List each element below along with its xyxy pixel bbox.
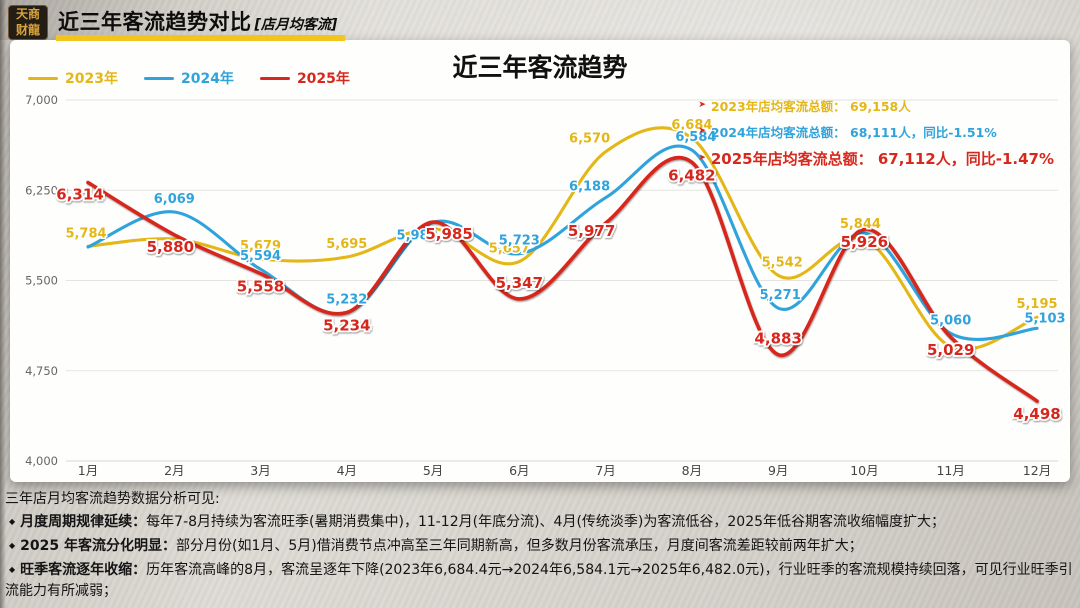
data-label-2023-7月: 6,570 bbox=[569, 132, 610, 147]
chart-legend: 2023年 2024年 2025年 bbox=[28, 68, 350, 88]
x-axis-month-label: 6月 bbox=[509, 463, 529, 478]
data-label-2025-10月: 5,926 bbox=[841, 233, 888, 251]
data-label-2024-4月: 5,232 bbox=[326, 293, 367, 308]
data-label-2024-5月: 5,983 bbox=[397, 228, 438, 243]
data-label-2025-5月: 5,985 bbox=[425, 225, 472, 243]
data-label-2025-1月: 6,314 bbox=[56, 186, 103, 204]
legend-item-2024: 2024年 bbox=[143, 68, 234, 88]
legend-label: 2023年 bbox=[65, 71, 118, 87]
chart-annotations: ➤ 2023年店均客流总额： 69,158人 ➤ 2024年店均客流总额： 68,11… bbox=[698, 96, 1054, 176]
page-title-text: 近三年客流趋势对比 bbox=[58, 10, 252, 34]
diamond-bullet-icon: ◆ bbox=[9, 517, 16, 526]
brand-logo: 天商 财龍 bbox=[8, 5, 48, 40]
data-label-2025-12月: 4,498 bbox=[1013, 405, 1060, 423]
x-axis-month-label: 9月 bbox=[768, 463, 788, 478]
data-label-2024-8月: 6,584 bbox=[675, 130, 716, 145]
legend-label: 2025年 bbox=[296, 71, 350, 87]
bullet-lead: 旺季客流逐年收缩： bbox=[20, 562, 147, 578]
diamond-bullet-icon: ◆ bbox=[9, 565, 16, 574]
data-label-2025-6月: 5,347 bbox=[496, 274, 543, 292]
legend-swatch-icon bbox=[143, 76, 174, 80]
y-axis-tick-label: 6,250 bbox=[25, 183, 58, 197]
data-label-2023-6月: 5,657 bbox=[489, 242, 530, 257]
x-axis-month-label: 3月 bbox=[250, 463, 270, 478]
annotation-text: 2025年店均客流总额： 67,112人，同比-1.47% bbox=[710, 150, 1054, 168]
data-label-2024-2月: 6,069 bbox=[154, 192, 195, 207]
series-line-2023 bbox=[86, 126, 1039, 351]
analysis-bullet-1: ◆ 月度周期规律延续：每年7-8月持续为客流旺季(暑期消费集中)，11-12月(年… bbox=[5, 512, 1074, 533]
bullet-lead: 月度周期规律延续： bbox=[20, 514, 147, 530]
header: 天商 财龍 近三年客流趋势对比 [店月均客流] bbox=[8, 4, 346, 41]
x-axis-month-label: 12月 bbox=[1023, 463, 1051, 478]
data-label-2025-3月: 5,558 bbox=[237, 278, 284, 296]
bullet-text: 部分月份(如1月、5月)借消费节点冲高至三年同期新高，但多数月份客流承压，月度间… bbox=[176, 538, 863, 554]
analysis-bullet-2: ◆ 2025 年客流分化明显：部分月份(如1月、5月)借消费节点冲高至三年同期新高… bbox=[5, 536, 1074, 557]
legend-label: 2024年 bbox=[180, 71, 234, 87]
diamond-bullet-icon: ◆ bbox=[9, 541, 16, 550]
chart-card: 近三年客流趋势 2023年 2024年 2025年 ➤ 2023年店均客流总额： 69… bbox=[10, 40, 1070, 482]
data-label-2025-11月: 5,029 bbox=[927, 341, 974, 359]
data-label-2024-9月: 5,271 bbox=[760, 288, 801, 303]
x-axis-month-label: 1月 bbox=[78, 463, 98, 478]
arrow-icon: ➤ bbox=[698, 153, 706, 163]
analysis-list: ◆ 月度周期规律延续：每年7-8月持续为客流旺季(暑期消费集中)，11-12月(年… bbox=[5, 512, 1074, 602]
y-axis-tick-label: 5,500 bbox=[25, 274, 58, 288]
annotation-total-3: ➤ 2025年店均客流总额： 67,112人，同比-1.47% bbox=[698, 148, 1054, 169]
series-line-2025 bbox=[86, 155, 1039, 403]
x-axis-month-label: 5月 bbox=[423, 463, 443, 478]
analysis-heading: 三年店月均客流趋势数据分析可见: bbox=[5, 491, 220, 507]
arrow-icon: ➤ bbox=[698, 100, 706, 110]
annotation-total-1: ➤ 2023年店均客流总额： 69,158人 bbox=[698, 96, 910, 115]
series-line-2024 bbox=[86, 144, 1039, 342]
annotation-text: 2023年店均客流总额： 69,158人 bbox=[710, 99, 911, 114]
data-label-2025-2月: 5,880 bbox=[147, 238, 194, 256]
analysis-bullet-3: ◆ 旺季客流逐年收缩：历年客流高峰的8月，客流呈逐年下降(2023年6,684.4… bbox=[5, 560, 1074, 602]
bullet-text: 每年7-8月持续为客流旺季(暑期消费集中)，11-12月(年底分流)、4月(传统… bbox=[146, 514, 946, 530]
data-label-2023-3月: 5,679 bbox=[240, 239, 281, 254]
data-label-2023-10月: 5,844 bbox=[840, 217, 881, 232]
x-axis-month-label: 2月 bbox=[164, 463, 184, 478]
page-title: 近三年客流趋势对比 [店月均客流] bbox=[56, 4, 346, 41]
data-label-2025-9月: 4,883 bbox=[754, 330, 801, 348]
data-label-2023-8月: 6,684 bbox=[671, 118, 712, 133]
data-label-2025-7月: 5,977 bbox=[568, 222, 615, 240]
x-axis-month-label: 11月 bbox=[936, 463, 964, 478]
bullet-text: 历年客流高峰的8月，客流呈逐年下降(2023年6,684.4元→2024年6,5… bbox=[5, 562, 1073, 599]
data-label-2024-3月: 5,594 bbox=[240, 249, 281, 264]
chart-title: 近三年客流趋势 bbox=[452, 53, 628, 82]
legend-swatch-icon bbox=[259, 76, 290, 80]
data-label-2023-9月: 5,542 bbox=[762, 255, 803, 270]
data-label-2025-8月: 6,482 bbox=[668, 166, 715, 184]
data-label-2024-7月: 6,188 bbox=[569, 180, 610, 195]
legend-item-2023: 2023年 bbox=[28, 68, 118, 88]
brand-logo-line1: 天商 bbox=[15, 6, 40, 21]
x-axis-month-label: 8月 bbox=[682, 463, 702, 478]
annotation-text: 2024年店均客流总额： 68,111人，同比-1.51% bbox=[710, 125, 997, 140]
data-label-2025-4月: 5,234 bbox=[323, 317, 370, 335]
y-axis-tick-label: 4,000 bbox=[25, 454, 58, 468]
brand-logo-line2: 财龍 bbox=[15, 22, 40, 37]
x-axis-month-label: 4月 bbox=[337, 463, 357, 478]
y-axis-tick-label: 7,000 bbox=[25, 95, 58, 107]
x-axis-month-label: 7月 bbox=[595, 463, 615, 478]
data-label-2023-12月: 5,195 bbox=[1016, 297, 1057, 312]
legend-swatch-icon bbox=[28, 76, 58, 80]
legend-item-2025: 2025年 bbox=[259, 68, 350, 88]
arrow-icon: ➤ bbox=[698, 126, 706, 136]
line-chart: 7,000 6,250 5,500 4,750 4,000 1月 2月 3月 4月 5月 6月 7月 8… bbox=[25, 95, 1067, 478]
bullet-lead: 2025 年客流分化明显： bbox=[20, 538, 176, 554]
data-label-2023-1月: 5,784 bbox=[65, 226, 106, 241]
data-label-2024-6月: 5,723 bbox=[499, 234, 540, 249]
analysis-section: 三年店月均客流趋势数据分析可见: ◆ 月度周期规律延续：每年7-8月持续为客流旺季… bbox=[0, 486, 1080, 605]
data-label-2023-4月: 5,695 bbox=[326, 237, 367, 252]
y-axis-tick-label: 4,750 bbox=[25, 364, 58, 378]
annotation-total-2: ➤ 2024年店均客流总额： 68,111人，同比-1.51% bbox=[698, 122, 996, 141]
x-axis-month-label: 10月 bbox=[850, 463, 878, 478]
data-label-2024-11月: 5,060 bbox=[930, 313, 971, 328]
page-title-subtitle: [店月均客流] bbox=[254, 17, 338, 33]
data-label-2024-12月: 5,103 bbox=[1024, 311, 1065, 326]
